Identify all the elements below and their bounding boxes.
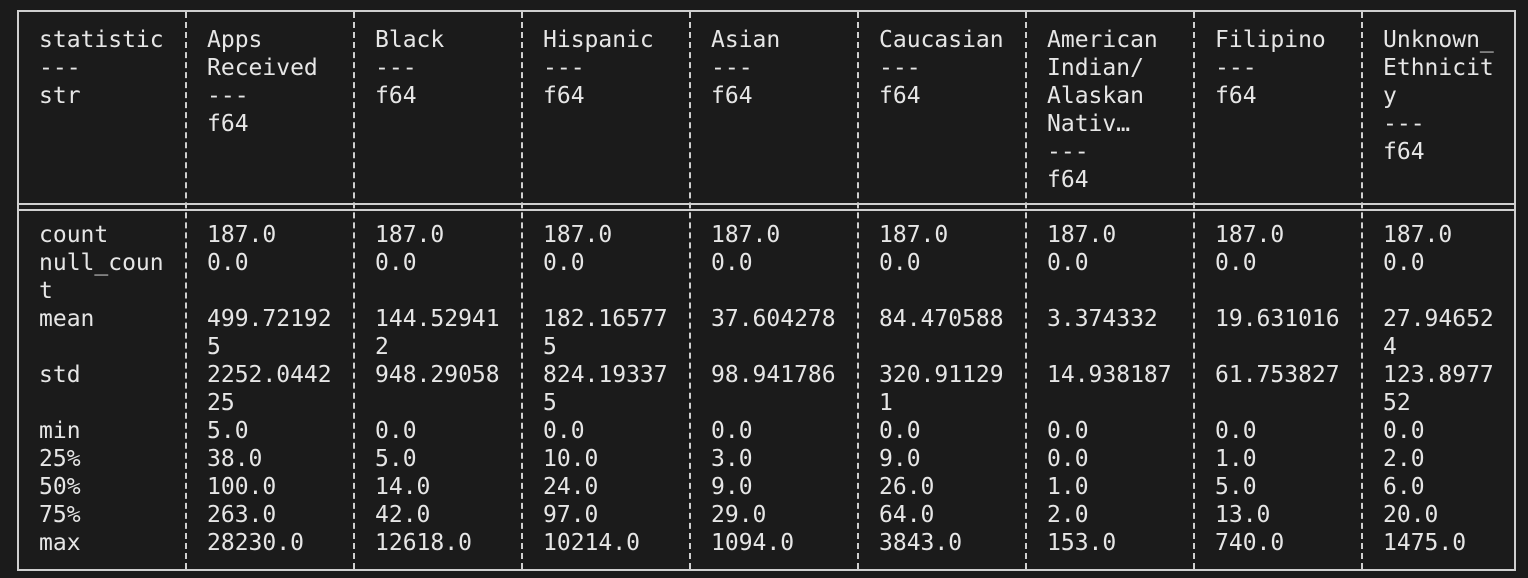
header-unknown-ethnicity: Unknown_ Ethnicit y --- f64 <box>1383 27 1494 165</box>
cells-unknown-ethnicity: 187.0 0.0 27.94652 4 123.8977 52 0.0 2.0… <box>1383 222 1494 556</box>
header-divider-bottom <box>19 209 1514 211</box>
column-statistic: statistic --- str count null_coun t mean… <box>39 12 199 569</box>
header-divider-top <box>19 203 1514 205</box>
cells-hispanic: 187.0 0.0 182.16577 5 824.19337 5 0.0 10… <box>543 222 668 556</box>
cells-caucasian: 187.0 0.0 84.470588 320.91129 1 0.0 9.0 … <box>879 222 1004 556</box>
header-caucasian: Caucasian --- f64 <box>879 27 1004 109</box>
cells-black: 187.0 0.0 144.52941 2 948.29058 0.0 5.0 … <box>375 222 500 556</box>
cells-american-indian-alaskan-native: 187.0 0.0 3.374332 14.938187 0.0 0.0 1.0… <box>1047 222 1172 556</box>
header-filipino: Filipino --- f64 <box>1215 27 1326 109</box>
column-american-indian-alaskan-native: American Indian/ Alaskan Nativ… --- f64 … <box>1047 12 1207 569</box>
column-separator <box>1361 12 1363 569</box>
header-apps-received: Apps Received --- f64 <box>207 27 318 137</box>
header-black: Black --- f64 <box>375 27 445 109</box>
column-caucasian: Caucasian --- f64 187.0 0.0 84.470588 32… <box>879 12 1039 569</box>
column-separator <box>689 12 691 569</box>
cells-apps-received: 187.0 0.0 499.72192 5 2252.0442 25 5.0 3… <box>207 222 332 556</box>
column-apps-received: Apps Received --- f64 187.0 0.0 499.7219… <box>207 12 367 569</box>
cells-statistic: count null_coun t mean std min 25% 50% 7… <box>39 222 164 556</box>
header-american-indian-alaskan-native: American Indian/ Alaskan Nativ… --- f64 <box>1047 27 1158 193</box>
column-hispanic: Hispanic --- f64 187.0 0.0 182.16577 5 8… <box>543 12 703 569</box>
cells-filipino: 187.0 0.0 19.631016 61.753827 0.0 1.0 5.… <box>1215 222 1340 556</box>
dataframe-describe-table: statistic --- str count null_coun t mean… <box>17 10 1516 571</box>
column-separator <box>1193 12 1195 569</box>
header-hispanic: Hispanic --- f64 <box>543 27 654 109</box>
column-separator <box>1025 12 1027 569</box>
column-separator <box>857 12 859 569</box>
column-filipino: Filipino --- f64 187.0 0.0 19.631016 61.… <box>1215 12 1375 569</box>
column-separator <box>353 12 355 569</box>
column-black: Black --- f64 187.0 0.0 144.52941 2 948.… <box>375 12 535 569</box>
column-separator <box>521 12 523 569</box>
column-separator <box>185 12 187 569</box>
header-statistic: statistic --- str <box>39 27 164 109</box>
header-asian: Asian --- f64 <box>711 27 781 109</box>
cells-asian: 187.0 0.0 37.604278 98.941786 0.0 3.0 9.… <box>711 222 836 556</box>
column-asian: Asian --- f64 187.0 0.0 37.604278 98.941… <box>711 12 871 569</box>
column-unknown-ethnicity: Unknown_ Ethnicit y --- f64 187.0 0.0 27… <box>1383 12 1528 569</box>
